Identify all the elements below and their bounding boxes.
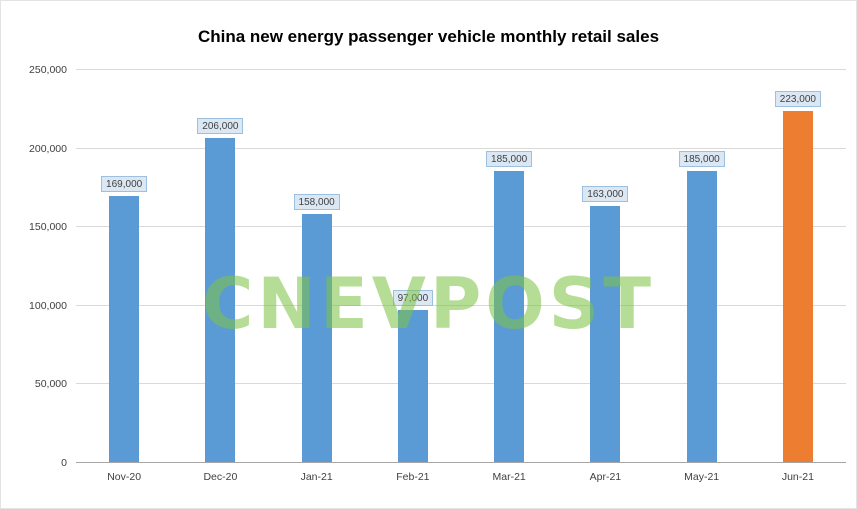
y-tick-label: 0	[61, 457, 67, 469]
bar-slot: 185,000	[461, 69, 557, 462]
bar-value-label: 206,000	[197, 118, 244, 135]
bar-slot: 163,000	[557, 69, 653, 462]
bar-slot: 223,000	[750, 69, 846, 462]
bar	[109, 196, 140, 462]
x-tick-label: Jun-21	[781, 471, 814, 483]
x-tick-label: Dec-20	[203, 471, 238, 483]
bar	[397, 309, 428, 462]
x-tick-label: Apr-21	[589, 471, 622, 483]
bar-value-label: 185,000	[678, 151, 725, 168]
x-tick-label: Nov-20	[107, 471, 142, 483]
bar	[205, 138, 236, 462]
x-tick-label: May-21	[684, 471, 720, 483]
bar-slot: 206,000	[172, 69, 268, 462]
x-tick-label: Feb-21	[396, 471, 430, 483]
plot-area: 169,000 206,000 158,000 97,000 185,000 163,00…	[76, 69, 846, 463]
chart-title: China new energy passenger vehicle month…	[197, 27, 660, 46]
bar-value-label: 185,000	[486, 151, 533, 168]
bar-slot: 97,000	[365, 69, 461, 462]
bar-slot: 185,000	[654, 69, 750, 462]
bar-value-label: 223,000	[774, 91, 821, 108]
y-tick-label: 150,000	[29, 221, 67, 234]
gridline	[76, 383, 846, 385]
gridline	[76, 226, 846, 228]
bar-slot: 158,000	[269, 69, 365, 462]
x-tick-label: Mar-21	[492, 471, 526, 483]
y-tick-label: 250,000	[29, 64, 67, 76]
bar	[782, 111, 813, 462]
bars-row: 169,000 206,000 158,000 97,000 185,000 163,00…	[76, 69, 846, 462]
bar-value-label: 158,000	[293, 193, 340, 210]
bar	[686, 171, 717, 462]
bar	[301, 213, 332, 462]
bar-slot: 169,000	[76, 69, 172, 462]
gridline	[76, 304, 846, 306]
bar-value-label: 169,000	[101, 176, 148, 193]
bar	[494, 171, 525, 462]
gridline	[76, 147, 846, 149]
y-tick-label: 50,000	[34, 378, 67, 391]
bar-value-label: 163,000	[582, 185, 629, 202]
x-axis-labels: Nov-20 Dec-20 Jan-21 Feb-21 Mar-21 Apr-21 May-…	[76, 471, 846, 483]
bar-value-label: 97,000	[392, 289, 434, 306]
y-axis-labels: 0 50,000 100,000 150,000 200,000 250,000	[1, 64, 67, 469]
y-tick-label: 100,000	[29, 299, 67, 312]
x-tick-label: Jan-21	[300, 471, 333, 483]
y-tick-label: 200,000	[29, 142, 67, 155]
bar	[590, 205, 621, 462]
x-axis-line	[76, 462, 846, 463]
gridline	[76, 69, 846, 70]
